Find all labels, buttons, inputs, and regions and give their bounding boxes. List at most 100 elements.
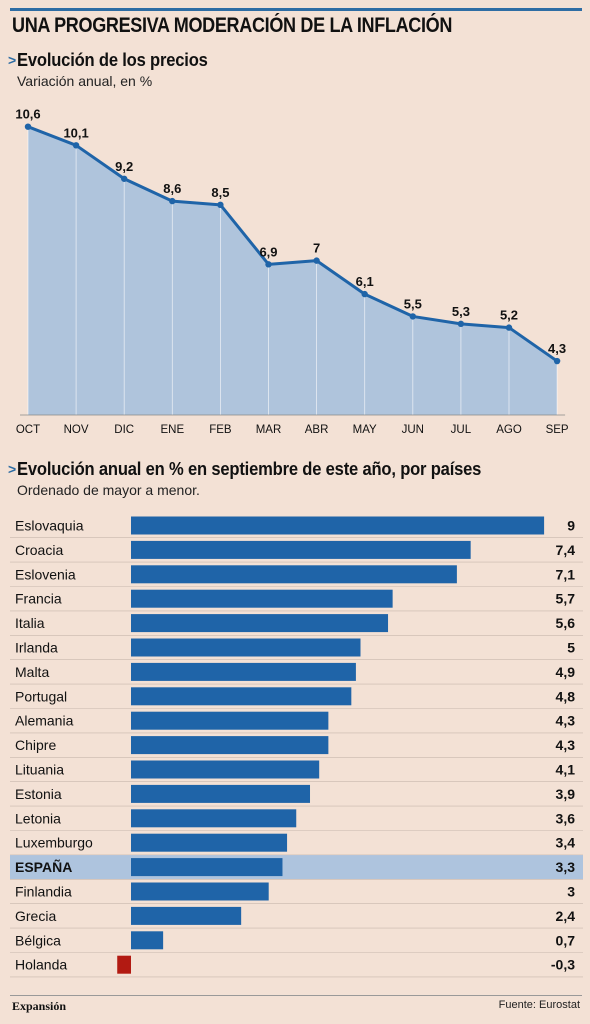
value-label: 5,6 <box>556 615 576 631</box>
data-label: 10,6 <box>15 107 40 122</box>
brand-logo: Expansión <box>12 999 67 1013</box>
bar <box>131 858 283 877</box>
x-tick-label: DIC <box>114 424 134 436</box>
series-line <box>27 125 558 363</box>
data-point <box>169 197 176 205</box>
bar <box>131 809 297 828</box>
section1-arrow-icon: > <box>8 52 17 68</box>
bar <box>131 614 389 633</box>
footer-rule <box>10 995 582 996</box>
bar <box>131 736 329 755</box>
value-label: 3 <box>567 884 575 900</box>
bar-chart-subtitle: Ordenado de mayor a menor. <box>17 482 200 498</box>
category-label: Eslovaquia <box>15 518 84 534</box>
area-fill <box>28 126 558 415</box>
category-label: Alemania <box>15 713 74 729</box>
value-label: 4,8 <box>556 688 576 704</box>
data-label: 9,2 <box>115 159 133 174</box>
x-tick-label: ABR <box>305 424 329 436</box>
value-label: -0,3 <box>551 957 575 973</box>
category-label: Chipre <box>15 737 56 753</box>
x-tick-label: ENE <box>160 424 184 436</box>
value-label: 5 <box>567 640 575 656</box>
data-point <box>72 142 80 149</box>
value-label: 3,4 <box>556 835 576 851</box>
bar <box>131 882 269 901</box>
value-label: 4,3 <box>556 713 576 729</box>
category-label: Lituania <box>15 762 64 778</box>
value-label: 9 <box>567 518 575 534</box>
value-label: 4,3 <box>556 737 576 753</box>
value-label: 7,4 <box>556 542 576 558</box>
data-point <box>313 257 320 264</box>
value-label: 3,6 <box>556 810 576 826</box>
line-chart: 10,6 OCT 10,1 NOV 9,2 DIC 8,6 ENE 8,5 FEB 6,9 MAR 7 A… <box>15 107 569 436</box>
category-label: Estonia <box>15 786 62 802</box>
top-rule <box>10 8 582 11</box>
data-label: 8,5 <box>211 185 229 200</box>
value-label: 0,7 <box>556 932 576 948</box>
data-point <box>265 261 272 268</box>
data-point <box>553 357 561 365</box>
x-tick-label: JUN <box>402 424 424 436</box>
x-tick-label: MAY <box>353 424 377 436</box>
data-label: 5,3 <box>452 304 470 319</box>
value-label: 3,9 <box>556 786 576 802</box>
bar <box>131 784 311 803</box>
data-point <box>361 290 368 298</box>
bar <box>131 760 320 779</box>
bar-chart-title: Evolución anual en % en septiembre de es… <box>17 459 482 479</box>
category-label: Luxemburgo <box>15 835 93 851</box>
bar <box>131 931 164 950</box>
category-label: ESPAÑA <box>15 858 72 875</box>
line-chart-subtitle: Variación anual, en % <box>17 73 153 89</box>
data-label: 6,1 <box>356 274 374 289</box>
data-point <box>121 175 128 182</box>
x-tick-label: AGO <box>496 424 522 436</box>
value-label: 7,1 <box>556 566 576 582</box>
category-label: Grecia <box>15 908 56 924</box>
data-label: 7 <box>313 241 320 256</box>
data-point <box>505 324 513 331</box>
category-label: Portugal <box>15 688 67 704</box>
value-label: 5,7 <box>556 591 576 607</box>
x-tick-label: SEP <box>546 424 569 436</box>
section2-arrow-icon: > <box>8 461 17 477</box>
data-label: 10,1 <box>63 125 88 140</box>
category-label: Malta <box>15 664 49 680</box>
line-chart-title: Evolución de los precios <box>17 50 208 70</box>
data-label: 5,2 <box>500 308 518 323</box>
category-label: Bélgica <box>15 932 61 948</box>
category-label: Eslovenia <box>15 566 76 582</box>
value-label: 2,4 <box>556 908 576 924</box>
category-label: Irlanda <box>15 640 58 656</box>
data-label: 6,9 <box>259 244 277 259</box>
bar <box>131 516 545 535</box>
data-point <box>217 201 224 209</box>
source-note: Fuente: Eurostat <box>498 999 580 1011</box>
bar <box>131 687 352 706</box>
x-tick-label: MAR <box>256 424 282 436</box>
data-point <box>457 320 465 328</box>
data-label: 8,6 <box>163 181 181 196</box>
data-point <box>24 123 32 130</box>
main-title: UNA PROGRESIVA MODERACIÓN DE LA INFLACIÓ… <box>12 14 453 37</box>
bar <box>131 589 393 608</box>
data-point <box>409 313 416 320</box>
category-label: Italia <box>15 615 45 631</box>
value-label: 3,3 <box>556 859 576 875</box>
x-tick-label: OCT <box>16 424 40 436</box>
value-label: 4,9 <box>556 664 576 680</box>
value-label: 4,1 <box>556 762 576 778</box>
bar <box>131 540 471 559</box>
category-label: Finlandia <box>15 884 72 900</box>
bar <box>131 638 361 657</box>
x-tick-label: JUL <box>451 424 472 436</box>
bar <box>117 955 131 974</box>
bar <box>131 833 288 852</box>
category-label: Croacia <box>15 542 63 558</box>
category-label: Francia <box>15 591 62 607</box>
data-label: 5,5 <box>404 296 422 311</box>
bar <box>131 711 329 730</box>
